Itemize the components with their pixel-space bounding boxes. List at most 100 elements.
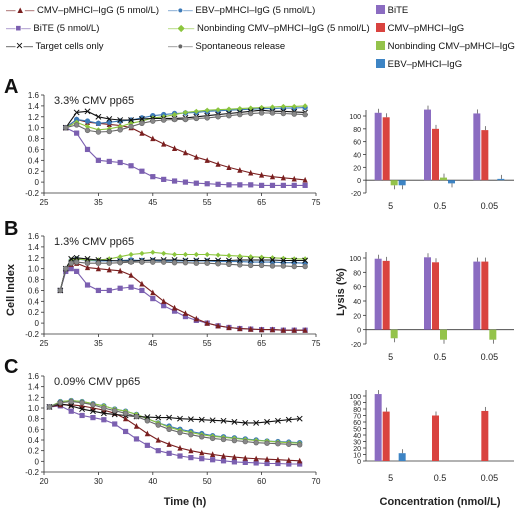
point-target — [285, 416, 292, 423]
bar-bar_ebv — [398, 180, 406, 186]
point-nonbinding — [106, 256, 112, 262]
point-spont — [296, 442, 303, 448]
point-nonbinding — [259, 104, 265, 111]
y-tick-label: 1.6 — [28, 91, 40, 100]
point-cmv — [199, 449, 205, 456]
point-spont — [57, 287, 64, 294]
point-bite — [101, 417, 107, 423]
bar-y-tick-label: 60 — [353, 420, 361, 427]
point-target — [269, 257, 276, 263]
bar-y-tick-label: 40 — [353, 433, 361, 440]
point-spont — [248, 262, 254, 269]
point-target — [242, 419, 249, 426]
point-nonbinding — [139, 250, 145, 257]
y-tick-label: 1.0 — [28, 265, 40, 274]
bar-category-label: 5 — [388, 352, 393, 362]
point-spont — [280, 263, 287, 269]
point-nonbinding — [226, 253, 232, 259]
line-x-axis-label: Time (h) — [164, 496, 207, 508]
point-bite — [74, 268, 80, 274]
point-bite — [161, 303, 167, 309]
point-spont — [204, 115, 210, 121]
series-bite — [57, 266, 308, 333]
point-bite — [139, 287, 145, 294]
point-spont — [46, 404, 53, 410]
point-cmv — [215, 322, 221, 329]
point-nonbinding — [291, 103, 297, 110]
bar-bar_cmv — [432, 415, 439, 461]
point-target — [274, 417, 281, 424]
point-target — [73, 254, 80, 261]
bar-category-label: 0.5 — [434, 352, 447, 362]
bar-y-tick-label: -20 — [351, 342, 361, 349]
point-spont — [171, 116, 178, 123]
point-bite — [210, 457, 216, 463]
point-cmv — [95, 265, 101, 272]
point-nonbinding — [204, 107, 210, 113]
point-target — [198, 416, 205, 423]
point-cmv — [166, 441, 172, 447]
legend-item-cmv: ―▲― CMV–pMHCI–IgG (5 nmol/L) — [6, 5, 159, 16]
y-tick-label: 1.6 — [28, 232, 40, 241]
point-cmv — [302, 176, 308, 183]
point-spont — [248, 110, 254, 117]
point-spont — [68, 260, 74, 266]
point-target — [68, 402, 75, 409]
point-cmv — [123, 415, 129, 422]
point-spont — [84, 260, 91, 266]
bar-y-tick-label: 30 — [353, 440, 361, 447]
point-spont — [101, 405, 107, 411]
point-cmv — [133, 423, 140, 429]
point-cmv — [231, 453, 237, 460]
point-bite — [133, 436, 140, 442]
point-cmv — [237, 167, 243, 173]
point-nonbinding — [215, 107, 221, 113]
x-tick-label: 25 — [40, 198, 49, 207]
legend-line-icon: ―●― — [168, 41, 193, 52]
y-tick-label: 1.2 — [28, 254, 40, 263]
bar-category-label: 0.05 — [481, 201, 499, 211]
point-spont — [291, 263, 297, 270]
point-ebv — [84, 118, 91, 124]
x-tick-label: 35 — [94, 339, 103, 348]
point-spont — [95, 129, 102, 135]
point-ebv — [95, 120, 102, 127]
point-target — [187, 416, 194, 423]
panel-title-A: 3.3% CMV pp65 — [54, 95, 134, 107]
legend-label: Target cells only — [35, 41, 104, 52]
point-spont — [220, 436, 227, 443]
bar-y-tick-label: 20 — [353, 446, 361, 453]
point-bite — [95, 287, 101, 294]
point-cmv — [139, 130, 145, 136]
series-spont — [63, 110, 308, 135]
bar-bar_bite — [374, 258, 382, 330]
point-spont — [215, 114, 221, 120]
point-target — [253, 419, 260, 426]
legend-item-target: ―✕― Target cells only — [6, 41, 104, 52]
point-cmv — [161, 140, 167, 147]
point-target — [296, 415, 303, 422]
bar-bar_nb — [489, 329, 497, 340]
point-spont — [258, 262, 265, 269]
point-spont — [139, 259, 145, 265]
point-cmv — [226, 164, 232, 171]
point-spont — [258, 110, 265, 116]
y-tick-label: 0.2 — [28, 447, 40, 456]
point-spont — [269, 110, 276, 116]
point-bite — [144, 442, 150, 448]
point-target — [84, 108, 91, 115]
bar-y-tick-label: 100 — [349, 114, 361, 121]
point-spont — [209, 435, 216, 442]
legend-line-icon: ―◆― — [168, 23, 195, 34]
point-bite — [275, 460, 281, 467]
point-spont — [269, 263, 276, 269]
point-nonbinding — [182, 109, 189, 116]
point-target — [79, 406, 86, 413]
point-cmv — [150, 289, 156, 296]
point-spont — [226, 261, 232, 268]
point-cmv — [144, 430, 150, 437]
point-spont — [150, 259, 156, 265]
point-target — [236, 257, 243, 263]
point-cmv — [259, 171, 265, 178]
point-spont — [264, 440, 270, 446]
